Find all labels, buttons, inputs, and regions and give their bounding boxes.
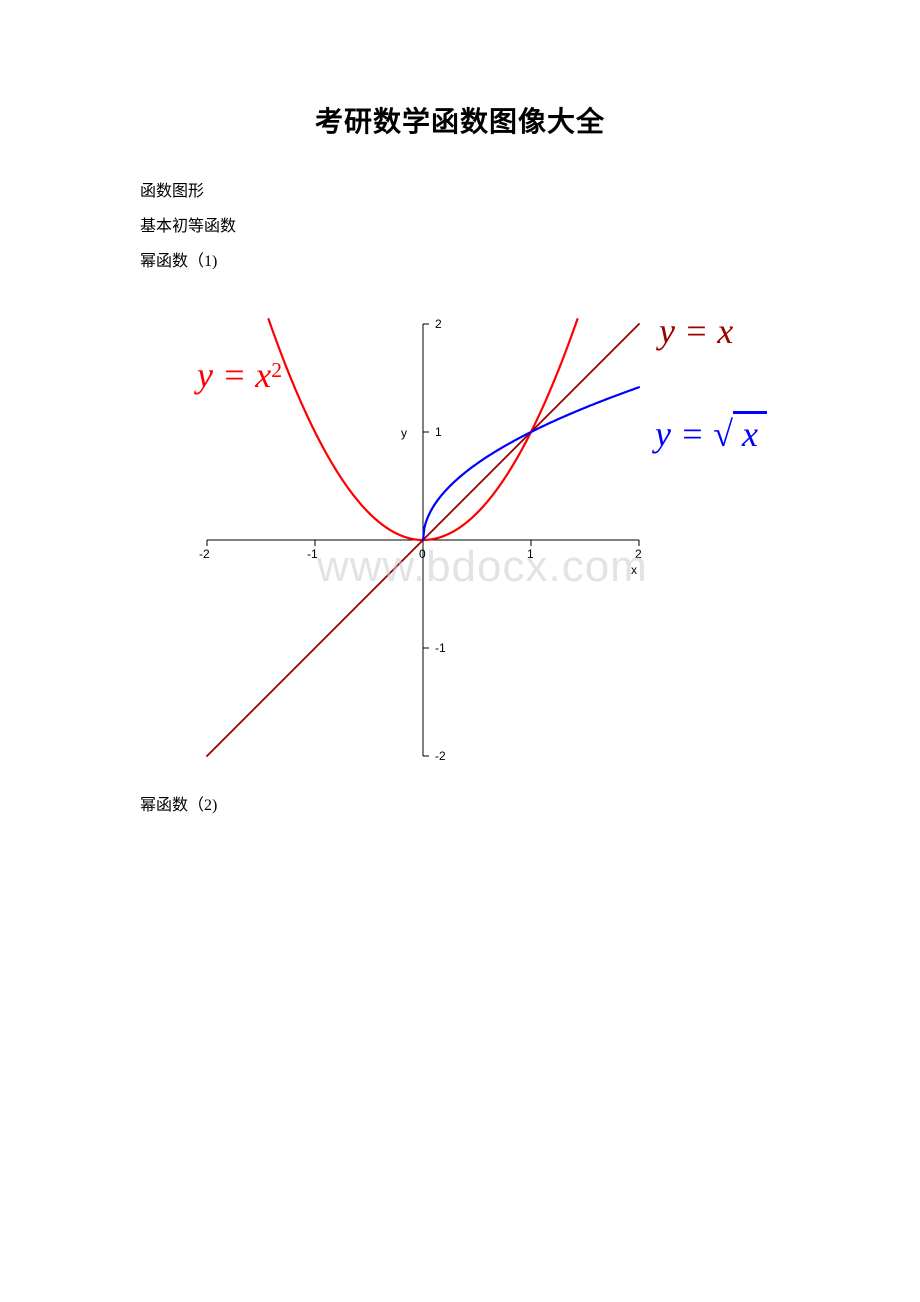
- svg-text:-1: -1: [435, 641, 446, 655]
- power-function-chart: -2-1012x-2-112y y = x2 y = x y = √ x www…: [135, 290, 815, 770]
- svg-text:x: x: [631, 563, 637, 577]
- svg-text:-1: -1: [307, 547, 318, 561]
- svg-text:-2: -2: [199, 547, 210, 561]
- svg-text:1: 1: [527, 547, 534, 561]
- page-title: 考研数学函数图像大全: [140, 100, 780, 140]
- curve-label-x-squared: y = x2: [197, 354, 282, 396]
- text-line-1: 函数图形: [140, 174, 780, 209]
- svg-text:2: 2: [435, 317, 442, 331]
- svg-text:1: 1: [435, 425, 442, 439]
- text-line-2: 基本初等函数: [140, 209, 780, 244]
- text-line-4: 幂函数（2): [140, 788, 780, 823]
- svg-text:2: 2: [635, 547, 642, 561]
- svg-text:0: 0: [419, 547, 426, 561]
- svg-text:-2: -2: [435, 749, 446, 763]
- curve-label-x-linear: y = x: [659, 310, 733, 352]
- curve-label-sqrt-x: y = √ x: [655, 413, 767, 455]
- svg-text:y: y: [401, 426, 407, 440]
- text-line-3: 幂函数（1): [140, 244, 780, 279]
- document-page: 考研数学函数图像大全 函数图形 基本初等函数 幂函数（1) -2 -1 0 1 2 x -2…: [0, 0, 920, 1302]
